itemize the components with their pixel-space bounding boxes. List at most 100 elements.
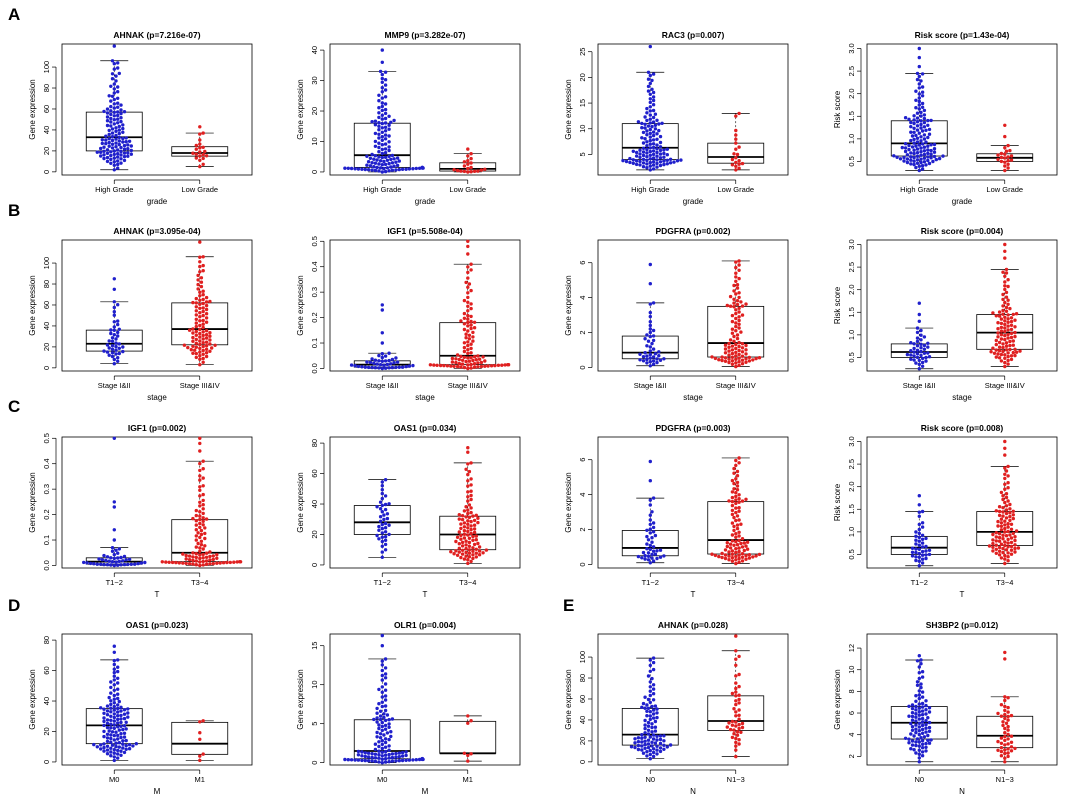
data-point bbox=[917, 503, 921, 507]
data-point bbox=[655, 137, 659, 141]
data-point bbox=[395, 163, 400, 168]
data-point bbox=[1013, 353, 1017, 358]
data-point bbox=[380, 522, 384, 527]
data-point bbox=[194, 324, 198, 329]
data-point bbox=[740, 537, 745, 541]
data-point bbox=[105, 343, 110, 347]
data-point bbox=[917, 721, 921, 725]
data-point bbox=[1001, 533, 1005, 537]
data-point bbox=[189, 348, 193, 352]
data-point bbox=[648, 310, 652, 315]
data-point bbox=[1013, 347, 1017, 351]
data-point bbox=[650, 78, 654, 83]
data-point bbox=[922, 156, 927, 160]
data-point bbox=[920, 509, 925, 514]
data-point bbox=[1008, 148, 1012, 153]
data-point bbox=[466, 309, 470, 313]
data-point bbox=[919, 79, 923, 83]
data-point bbox=[467, 540, 472, 545]
data-point bbox=[472, 523, 477, 527]
data-point bbox=[1003, 242, 1007, 247]
data-point bbox=[474, 513, 478, 517]
data-point bbox=[999, 521, 1004, 525]
data-point bbox=[734, 156, 738, 160]
data-point bbox=[640, 748, 644, 752]
data-point bbox=[469, 362, 473, 367]
data-point bbox=[739, 541, 743, 546]
data-point bbox=[462, 327, 467, 332]
data-point bbox=[380, 308, 384, 312]
data-point bbox=[366, 755, 371, 759]
data-point bbox=[121, 140, 125, 144]
data-point bbox=[198, 449, 202, 453]
y-tick-label: 0.5 bbox=[847, 352, 856, 362]
data-point bbox=[383, 121, 388, 125]
data-point bbox=[640, 744, 644, 748]
data-point bbox=[1001, 497, 1005, 502]
data-point bbox=[466, 162, 470, 166]
data-point bbox=[198, 514, 202, 518]
data-point bbox=[734, 740, 738, 745]
data-point bbox=[198, 563, 202, 568]
data-point bbox=[651, 712, 656, 716]
data-point bbox=[377, 744, 381, 749]
data-point bbox=[110, 77, 115, 81]
data-point bbox=[383, 359, 388, 363]
data-point bbox=[650, 536, 654, 540]
data-point bbox=[105, 732, 110, 736]
data-point bbox=[650, 124, 654, 129]
chart-title: Risk score (p=0.008) bbox=[921, 423, 1004, 433]
data-point bbox=[363, 751, 367, 755]
data-point bbox=[994, 539, 998, 543]
data-point bbox=[127, 747, 132, 751]
data-point bbox=[737, 145, 741, 149]
data-point bbox=[742, 548, 746, 553]
data-point bbox=[910, 706, 915, 711]
data-point bbox=[112, 733, 117, 738]
data-point bbox=[651, 108, 656, 113]
data-point bbox=[112, 693, 117, 698]
data-point bbox=[112, 357, 117, 362]
data-point bbox=[638, 159, 642, 164]
data-point bbox=[472, 169, 477, 173]
data-point bbox=[915, 154, 920, 158]
data-point bbox=[737, 560, 741, 564]
data-point bbox=[191, 351, 195, 355]
data-point bbox=[734, 532, 738, 536]
data-point bbox=[377, 136, 381, 140]
data-point bbox=[394, 751, 398, 756]
data-point bbox=[737, 363, 741, 368]
data-point bbox=[914, 550, 918, 555]
data-point bbox=[737, 530, 741, 534]
data-point bbox=[124, 747, 128, 751]
data-point bbox=[734, 539, 738, 544]
data-point bbox=[648, 693, 652, 698]
y-tick-label: 12 bbox=[847, 644, 856, 652]
data-point bbox=[469, 351, 473, 355]
data-point bbox=[1003, 476, 1007, 481]
data-point bbox=[370, 365, 374, 370]
data-point bbox=[651, 103, 656, 107]
data-point bbox=[999, 746, 1004, 750]
data-point bbox=[201, 333, 205, 338]
data-point bbox=[648, 527, 652, 531]
data-point bbox=[905, 160, 910, 165]
data-point bbox=[999, 754, 1004, 758]
data-point bbox=[996, 321, 1000, 325]
data-point bbox=[105, 718, 110, 722]
data-point bbox=[734, 463, 738, 468]
data-point bbox=[467, 333, 472, 337]
data-point bbox=[474, 555, 478, 559]
data-point bbox=[112, 678, 117, 682]
data-point bbox=[648, 121, 652, 125]
data-point bbox=[1006, 737, 1010, 741]
data-point bbox=[383, 107, 388, 112]
data-point bbox=[929, 156, 933, 160]
data-point bbox=[648, 262, 652, 267]
data-point bbox=[734, 361, 738, 365]
data-point bbox=[917, 706, 921, 710]
data-point bbox=[912, 350, 916, 354]
data-point bbox=[991, 532, 995, 537]
data-point bbox=[365, 360, 369, 364]
data-point bbox=[377, 115, 381, 120]
